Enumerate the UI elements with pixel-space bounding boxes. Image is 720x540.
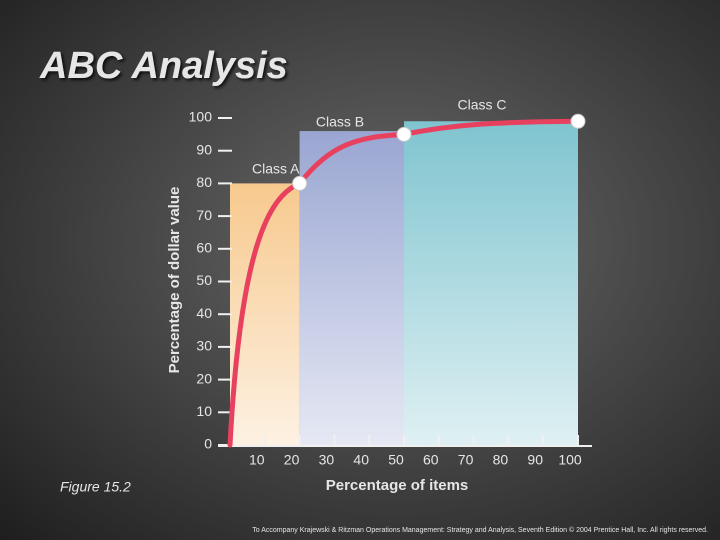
region-fade	[404, 121, 578, 446]
x-tick-label: 10	[249, 452, 265, 468]
point-marker	[570, 113, 586, 129]
x-tick-label: 100	[558, 452, 582, 468]
x-tick-label: 80	[493, 452, 509, 468]
x-tick-label: 50	[388, 452, 404, 468]
x-tick-label: 90	[527, 452, 543, 468]
y-tick-label: 70	[196, 207, 212, 223]
y-tick-label: 0	[204, 436, 212, 452]
x-tick-label: 30	[319, 452, 335, 468]
y-tick-label: 50	[196, 272, 212, 288]
region-fade	[299, 131, 404, 445]
y-tick-label: 90	[196, 141, 212, 157]
curve	[227, 118, 581, 448]
x-tick-label: 20	[284, 452, 300, 468]
region-label: Class C	[457, 97, 506, 113]
footer: To Accompany Krajewski & Ritzman Operati…	[252, 526, 708, 534]
y-tick-label: 40	[196, 305, 212, 321]
region-label: Class A	[252, 161, 300, 177]
y-tick-label: 100	[189, 109, 213, 125]
y-tick-label: 10	[196, 403, 212, 419]
point-marker	[396, 126, 412, 142]
y-tick-label: 30	[196, 338, 212, 354]
x-axis-label: Percentage of items	[326, 477, 469, 494]
x-tick-label: 70	[458, 452, 474, 468]
title: ABC Analysis	[39, 45, 288, 87]
figure-label: Figure 15.2	[60, 479, 131, 495]
y-axis-label: Percentage of dollar value	[166, 187, 183, 374]
point-marker	[292, 175, 308, 191]
y-tick-label: 60	[196, 240, 212, 256]
region-label: Class B	[316, 114, 364, 130]
x-tick-label: 40	[353, 452, 369, 468]
y-tick-label: 80	[196, 174, 212, 190]
y-tick-label: 20	[196, 370, 212, 386]
x-tick-label: 60	[423, 452, 439, 468]
